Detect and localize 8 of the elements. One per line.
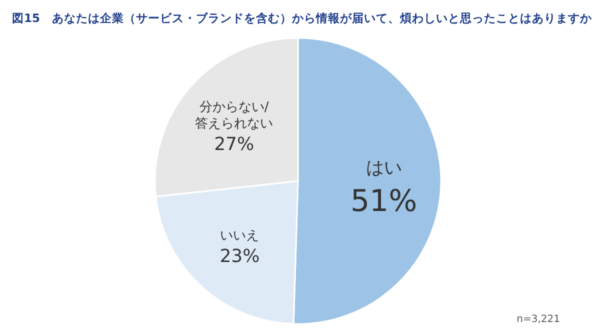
slice-label: いいえ <box>220 228 260 244</box>
data-label: 27% <box>214 134 254 156</box>
text: n=3,221 <box>516 314 560 325</box>
data-label: 23% <box>220 246 260 268</box>
chart-title: 図15 あなたは企業（サービス・ブランドを含む）から情報が届いて、煩わしいと思ったことはありますか <box>12 11 594 25</box>
data-label: 51% <box>350 184 418 220</box>
slice-label: はい <box>366 158 402 179</box>
slice-label: 分からない/ 答えられない <box>195 100 274 132</box>
